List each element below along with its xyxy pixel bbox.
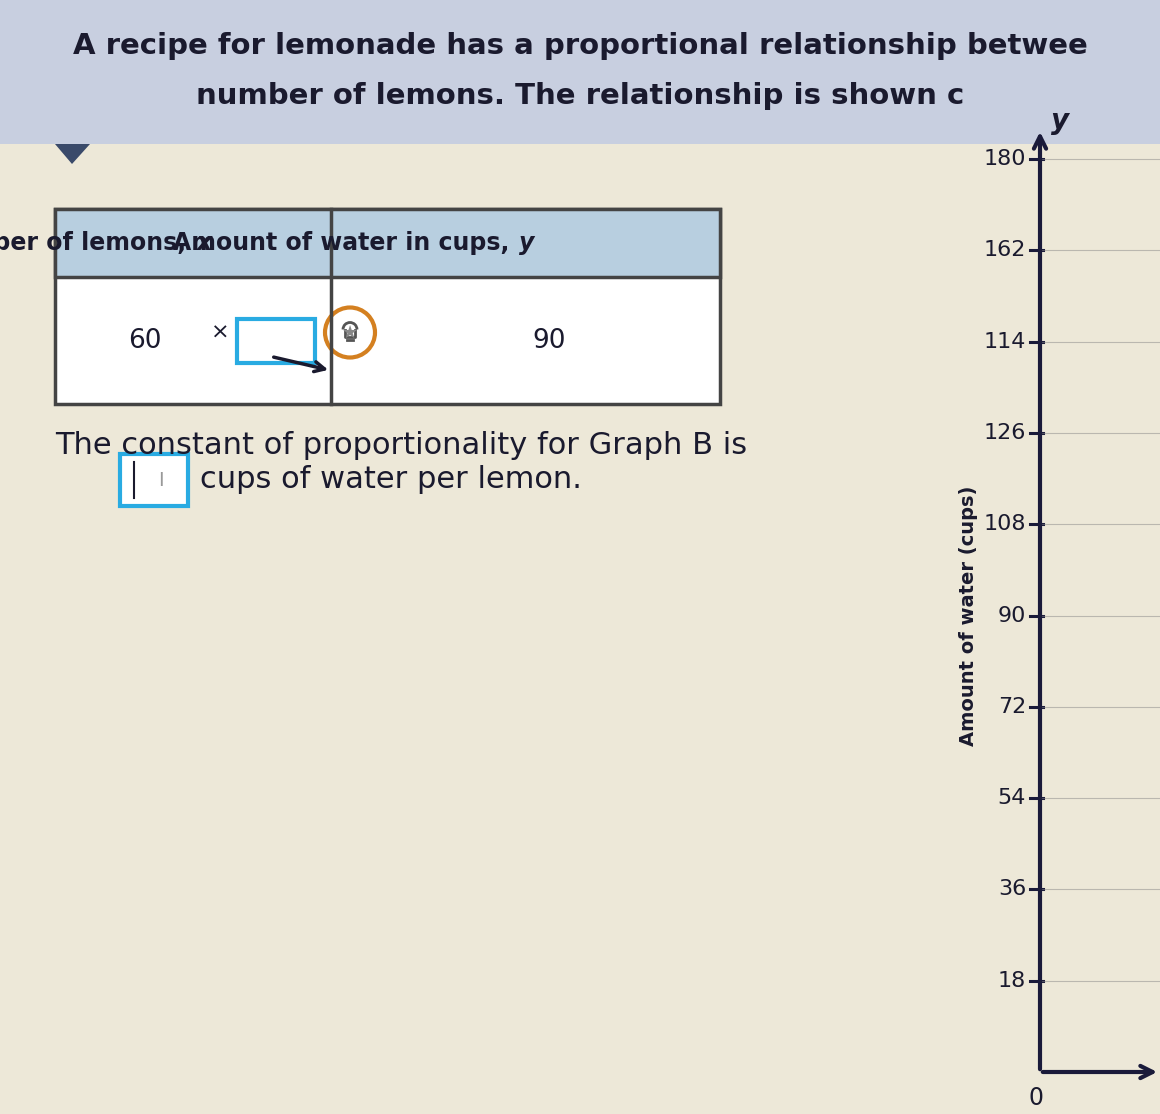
Text: 90: 90 <box>998 606 1025 625</box>
Text: 114: 114 <box>984 332 1025 352</box>
Text: 162: 162 <box>984 241 1025 261</box>
Bar <box>55 209 720 277</box>
Bar <box>55 209 720 404</box>
Text: 90: 90 <box>532 328 566 353</box>
Text: ★: ★ <box>342 323 358 342</box>
Text: 18: 18 <box>998 970 1025 990</box>
Text: 54: 54 <box>998 788 1025 808</box>
Circle shape <box>325 307 375 358</box>
Text: 60: 60 <box>129 328 161 353</box>
Bar <box>119 455 188 506</box>
Text: 180: 180 <box>984 149 1025 169</box>
Text: A recipe for lemonade has a proportional relationship betwee: A recipe for lemonade has a proportional… <box>73 32 1087 60</box>
Text: Amount of water in cups,: Amount of water in cups, <box>173 231 517 255</box>
Text: y: y <box>1051 107 1070 135</box>
Bar <box>0 0 1160 144</box>
Polygon shape <box>55 144 90 164</box>
Text: number of lemons. The relationship is shown с: number of lemons. The relationship is sh… <box>196 82 964 110</box>
Text: Amount of water (cups): Amount of water (cups) <box>958 486 978 745</box>
Text: y: y <box>520 231 535 255</box>
Text: 108: 108 <box>984 515 1025 535</box>
Text: cups of water per lemon.: cups of water per lemon. <box>200 466 582 495</box>
Text: Number of lemons,: Number of lemons, <box>0 231 195 255</box>
Text: 0: 0 <box>1029 1086 1044 1110</box>
Text: 126: 126 <box>984 423 1025 443</box>
Text: x: x <box>197 231 212 255</box>
Text: 72: 72 <box>998 696 1025 716</box>
Text: The constant of proportionality for Graph B is: The constant of proportionality for Grap… <box>55 431 747 460</box>
Text: ×: × <box>211 322 230 342</box>
Text: I: I <box>158 470 164 489</box>
Bar <box>237 319 316 362</box>
Text: 36: 36 <box>998 879 1025 899</box>
